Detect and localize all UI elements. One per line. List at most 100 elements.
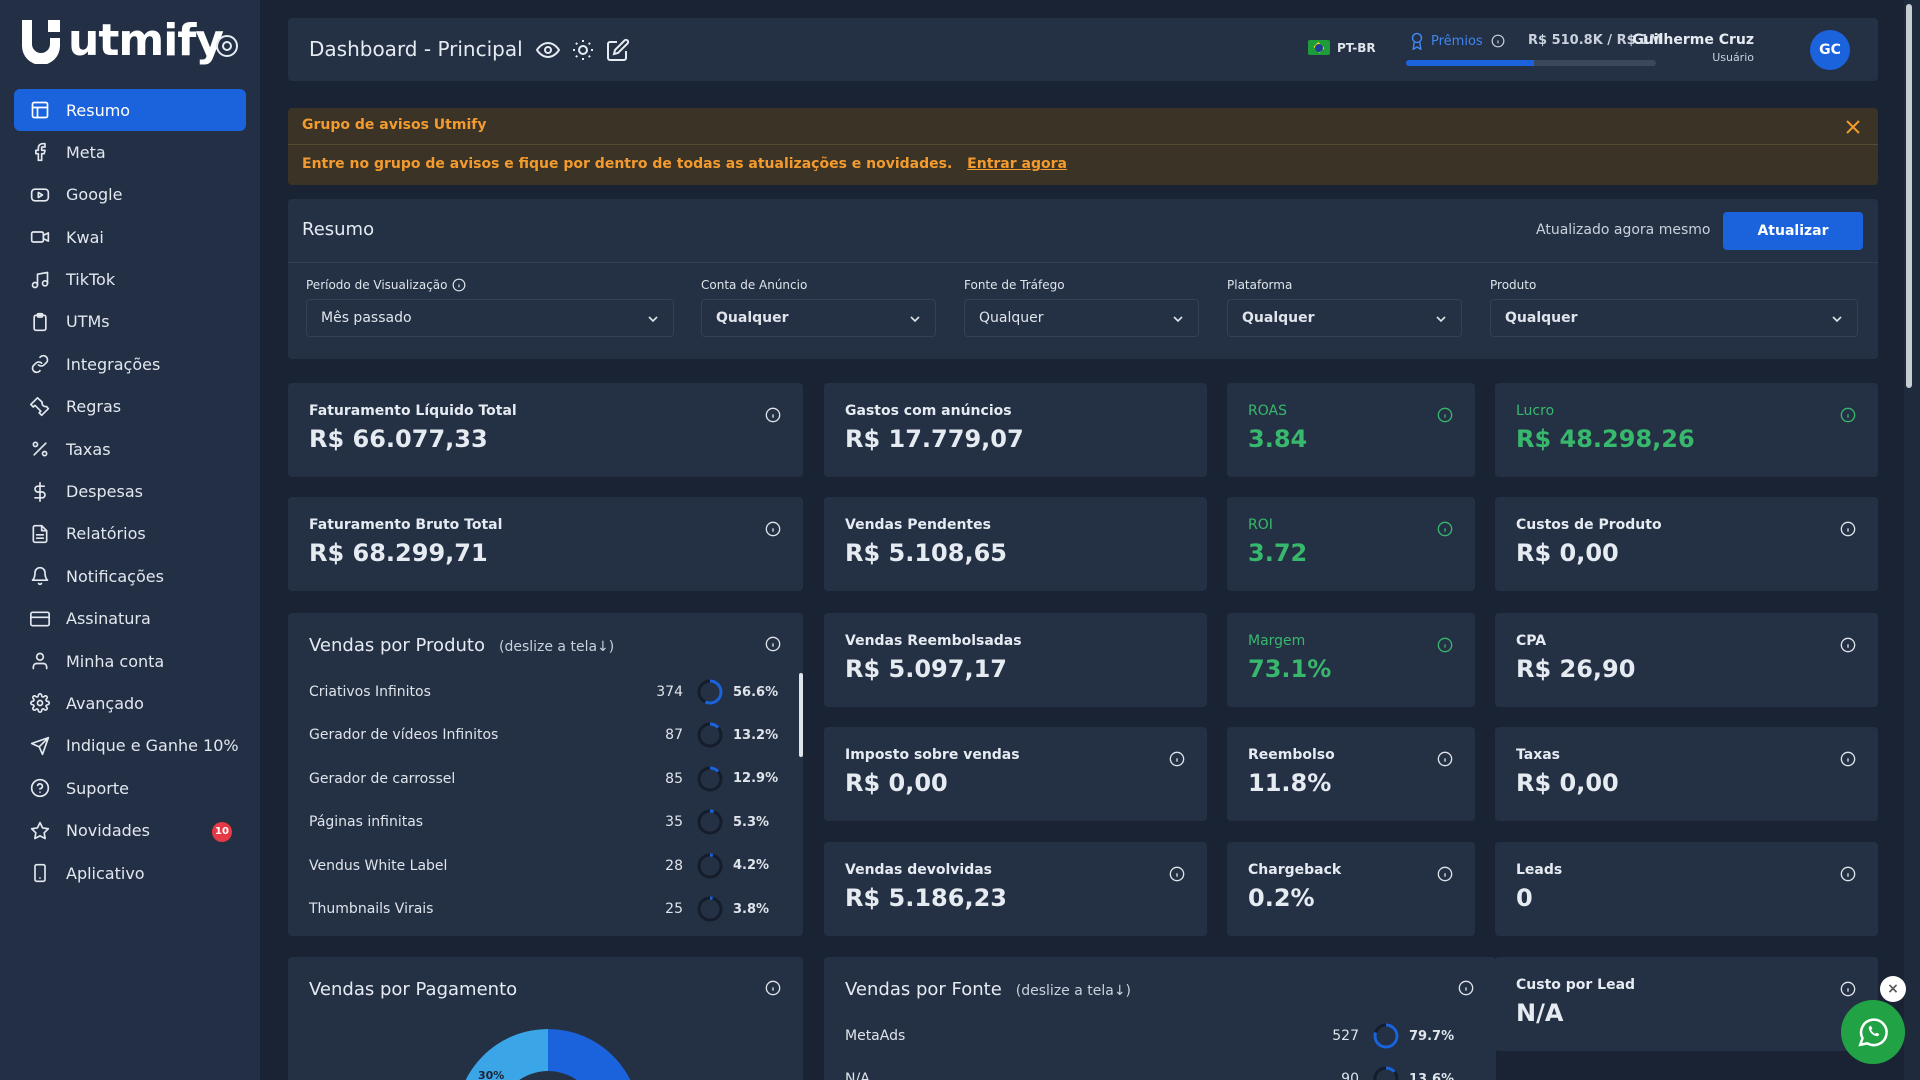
sidebar-item-label: TikTok — [66, 270, 116, 290]
premios-progress-fill — [1406, 60, 1534, 66]
settings-target-icon[interactable] — [214, 33, 240, 59]
info-icon[interactable] — [1840, 637, 1856, 653]
progress-ring — [697, 722, 723, 748]
metric-value: R$ 0,00 — [1516, 769, 1619, 797]
sidebar-item-resumo[interactable]: Resumo — [14, 89, 246, 131]
info-icon[interactable] — [1437, 521, 1453, 537]
info-icon[interactable] — [1437, 637, 1453, 653]
notice-message: Entre no grupo de avisos e fique por den… — [302, 156, 953, 172]
top-header: Dashboard - Principal PT-BR Prêmios R$ 5… — [288, 18, 1878, 81]
logo[interactable]: utmify — [18, 18, 224, 64]
sidebar-item-meta[interactable]: Meta — [14, 131, 246, 173]
sidebar-item-kwai[interactable]: Kwai — [14, 216, 246, 258]
link-icon — [31, 355, 49, 374]
sidebar-item-taxas[interactable]: Taxas — [14, 428, 246, 470]
list-item-name: Páginas infinitas — [309, 814, 424, 831]
info-icon[interactable] — [1169, 751, 1185, 767]
sidebar-item-assinatura[interactable]: Assinatura — [14, 598, 246, 640]
sidebar-item-suporte[interactable]: Suporte — [14, 767, 246, 809]
notice-link[interactable]: Entrar agora — [967, 156, 1067, 172]
list-scrollbar[interactable] — [799, 673, 803, 757]
info-icon[interactable] — [452, 278, 466, 292]
info-icon[interactable] — [1840, 981, 1856, 997]
metric-card-chargeback: Chargeback 0.2% — [1227, 842, 1475, 936]
sidebar-item-label: Suporte — [66, 778, 129, 798]
avatar[interactable]: GC — [1810, 30, 1850, 70]
platform-select[interactable]: Qualquer — [1227, 299, 1462, 337]
list-item-name: Gerador de carrossel — [309, 770, 456, 787]
notice-banner: Grupo de avisos Utmify Entre no grupo de… — [288, 108, 1878, 185]
progress-ring — [1373, 1023, 1399, 1049]
send-icon — [30, 736, 50, 756]
sidebar-item-novidades[interactable]: Novidades 10 — [14, 810, 246, 852]
sidebar-item-despesas[interactable]: Despesas — [14, 471, 246, 513]
info-icon[interactable] — [765, 980, 781, 996]
vendas-fonte-subtitle: (deslize a tela↓) — [1015, 983, 1132, 999]
sidebar-item-notifica-es[interactable]: Notificações — [14, 555, 246, 597]
sidebar-item-regras[interactable]: Regras — [14, 386, 246, 428]
whatsapp-button[interactable] — [1841, 1000, 1905, 1064]
product-select[interactable]: Qualquer — [1490, 299, 1858, 337]
notice-text: Entre no grupo de avisos e fique por den… — [302, 156, 1067, 172]
sidebar-item-label: Kwai — [66, 227, 104, 247]
metric-value: 3.72 — [1248, 539, 1308, 567]
update-button[interactable]: Atualizar — [1723, 212, 1863, 250]
metric-card-reembolso: Reembolso 11.8% — [1227, 727, 1475, 821]
layout-icon — [31, 101, 49, 119]
premios-link[interactable]: Prêmios — [1408, 32, 1505, 50]
info-icon[interactable] — [1458, 980, 1474, 996]
info-icon[interactable] — [1840, 751, 1856, 767]
progress-ring — [697, 809, 723, 835]
premios-value: R$ 510.8K / R$ 1M — [1528, 33, 1663, 48]
metric-card-reembolsadas: Vendas Reembolsadas R$ 5.097,17 — [824, 613, 1207, 707]
list-item-percent: 56.6% — [733, 684, 779, 700]
sidebar-item-relat-rios[interactable]: Relatórios — [14, 513, 246, 555]
account-select[interactable]: Qualquer — [701, 299, 936, 337]
info-icon[interactable] — [765, 636, 781, 652]
sidebar-item-integra-es[interactable]: Integrações — [14, 343, 246, 385]
metric-value: 0 — [1516, 884, 1533, 912]
traffic-select[interactable]: Qualquer — [964, 299, 1199, 337]
edit-icon[interactable] — [606, 38, 630, 62]
metric-label: Custo por Lead — [1516, 977, 1636, 993]
sun-icon[interactable] — [571, 38, 595, 62]
sidebar-item-label: Relatórios — [66, 524, 146, 544]
list-item-count: 87 — [665, 727, 683, 744]
list-item-percent: 5.3% — [733, 814, 770, 830]
info-icon[interactable] — [1437, 751, 1453, 767]
page-scrollbar-thumb[interactable] — [1906, 4, 1912, 388]
updated-status: Atualizado agora mesmo — [1536, 222, 1711, 238]
info-icon[interactable] — [1840, 866, 1856, 882]
dollar-icon — [34, 481, 46, 502]
language-selector[interactable]: PT-BR — [1308, 40, 1376, 55]
sidebar-item-avan-ado[interactable]: Avançado — [14, 682, 246, 724]
sidebar-item-indique-e-ganhe-10-[interactable]: Indique e Ganhe 10% — [14, 725, 246, 767]
chevron-down-icon — [1436, 316, 1446, 323]
file-text-icon — [32, 524, 48, 544]
info-icon[interactable] — [1437, 407, 1453, 423]
sidebar-item-minha-conta[interactable]: Minha conta — [14, 640, 246, 682]
eye-icon[interactable] — [536, 38, 560, 62]
info-icon[interactable] — [1437, 866, 1453, 882]
info-icon[interactable] — [1169, 866, 1185, 882]
whatsapp-close-button[interactable]: × — [1880, 976, 1906, 1002]
account-select-value: Qualquer — [716, 310, 789, 326]
info-icon[interactable] — [765, 521, 781, 537]
close-icon[interactable] — [1844, 118, 1862, 136]
vendas-produto-subtitle: (deslize a tela↓) — [498, 639, 615, 655]
traffic-select-value: Qualquer — [979, 310, 1044, 326]
filter-label-text: Período de Visualização — [306, 278, 448, 292]
whatsapp-icon — [1858, 1018, 1888, 1047]
sidebar-item-google[interactable]: Google — [14, 174, 246, 216]
sidebar-item-aplicativo[interactable]: Aplicativo — [14, 852, 246, 894]
product-select-value: Qualquer — [1505, 310, 1578, 326]
info-icon[interactable] — [765, 407, 781, 423]
sidebar-item-tiktok[interactable]: TikTok — [14, 259, 246, 301]
sidebar-item-label: Avançado — [66, 693, 144, 713]
info-icon[interactable] — [1840, 521, 1856, 537]
sidebar-item-utms[interactable]: UTMs — [14, 301, 246, 343]
sidebar-item-label: Notificações — [66, 566, 164, 586]
period-select[interactable]: Mês passado — [306, 299, 674, 337]
info-icon[interactable] — [1491, 34, 1505, 48]
info-icon[interactable] — [1840, 407, 1856, 423]
